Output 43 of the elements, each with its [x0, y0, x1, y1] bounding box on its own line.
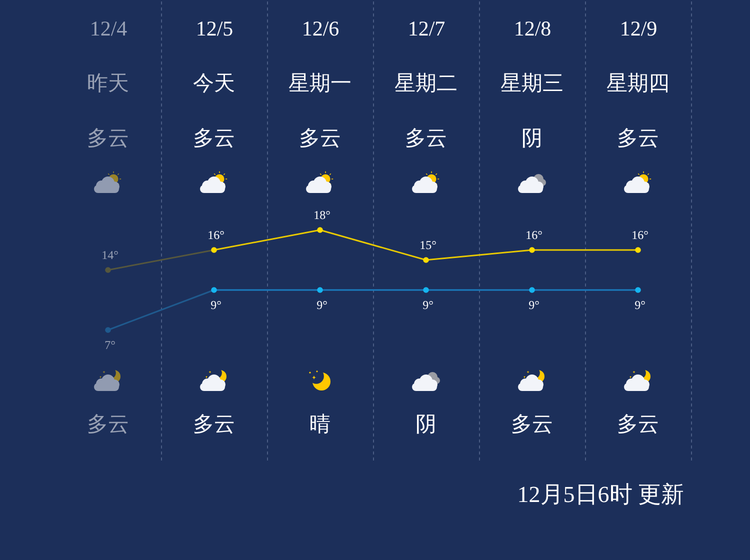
data-label: 9° [316, 298, 328, 312]
x-tick-label: 12/9 [620, 16, 658, 40]
x-tick-label: 12/5 [196, 16, 234, 40]
data-label: 16° [208, 228, 225, 242]
data-label: 9° [422, 298, 434, 312]
x-tick-label: 12/6 [302, 16, 340, 40]
annotation: 星期三 [500, 71, 564, 95]
point [635, 247, 641, 253]
annotation: 星期四 [606, 71, 670, 95]
x-tick-label: 12/4 [90, 16, 128, 40]
annotation: 多云 [299, 126, 341, 150]
point [211, 247, 217, 253]
annotation: 多云 [193, 126, 235, 150]
annotation: 多云 [405, 126, 447, 150]
point [105, 267, 111, 273]
x-tick-label: 12/8 [514, 16, 552, 40]
annotation: 多云 [617, 126, 659, 150]
annotation: 星期一 [288, 71, 352, 95]
annotation: 阴 [522, 126, 542, 150]
data-label: 9° [528, 298, 540, 312]
annotation: 多云 [87, 412, 129, 436]
data-label: 16° [526, 228, 543, 242]
annotation: 今天 [193, 71, 235, 95]
data-label: 14° [102, 248, 119, 262]
data-label: 9° [634, 298, 646, 312]
data-label: 18° [314, 208, 331, 222]
annotation: 阴 [416, 412, 436, 436]
x-tick-label: 12/7 [408, 16, 446, 40]
annotation: 昨天 [87, 71, 129, 95]
point [317, 227, 323, 233]
data-label: 15° [420, 238, 437, 252]
annotation: 多云 [193, 412, 235, 436]
point [529, 247, 535, 253]
point [423, 257, 429, 263]
annotation: 星期二 [394, 71, 458, 95]
text: 12月5日6时 更新 [517, 482, 684, 507]
data-label: 9° [210, 298, 222, 312]
annotation: 晴 [310, 412, 330, 436]
annotation: 多云 [617, 412, 659, 436]
annotation: 多云 [87, 126, 129, 150]
annotation: 多云 [511, 412, 553, 436]
data-label: 7° [104, 338, 116, 352]
data-label: 16° [632, 228, 649, 242]
